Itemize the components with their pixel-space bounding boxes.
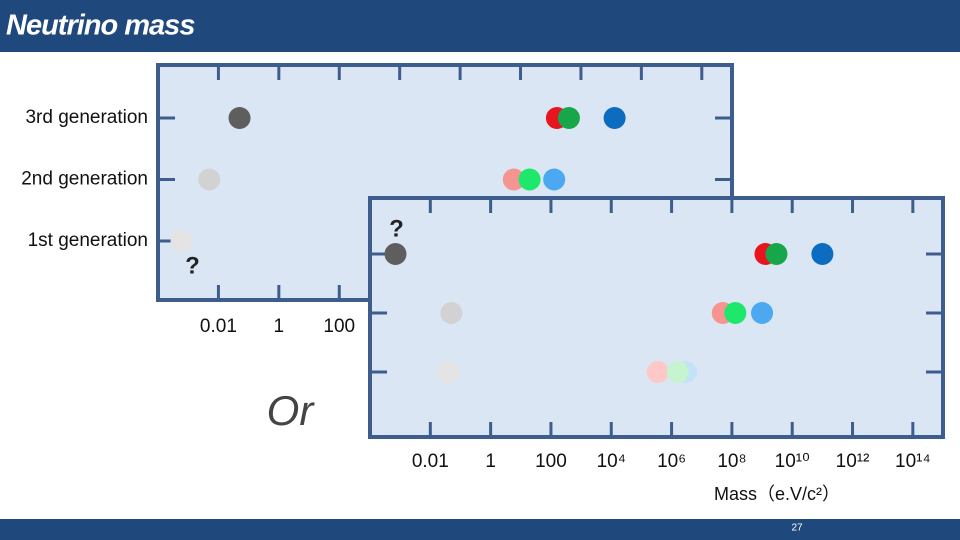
x-tick-label: 10¹⁴ bbox=[895, 451, 931, 472]
particle-dot bbox=[646, 361, 669, 383]
particle-dot bbox=[518, 168, 541, 191]
particle-dot bbox=[437, 361, 460, 383]
x-tick-label: 10⁸ bbox=[717, 451, 746, 472]
particle-dot bbox=[543, 168, 566, 191]
particle-dot bbox=[811, 243, 834, 265]
particle-dot bbox=[751, 302, 774, 324]
x-tick-label: 10¹² bbox=[836, 451, 870, 472]
question-mark: ? bbox=[185, 252, 200, 279]
particle-dot bbox=[765, 243, 788, 265]
particle-dot bbox=[666, 361, 689, 383]
slide-title: Neutrino mass bbox=[6, 10, 195, 42]
y-category-label: 2nd generation bbox=[21, 169, 148, 190]
x-tick-label: 0.01 bbox=[412, 451, 449, 472]
or-annotation: Or bbox=[267, 387, 316, 434]
x-tick-label: 0.01 bbox=[200, 316, 237, 337]
y-category-label: 1st generation bbox=[28, 230, 148, 251]
particle-dot bbox=[384, 243, 407, 265]
chart: 0.01 1 100 10⁴ 10⁶ 10⁸ 10¹⁰ 10¹² 10¹⁴? Mass（e.V/c… bbox=[368, 196, 945, 504]
particle-dot bbox=[557, 107, 580, 129]
question-mark: ? bbox=[389, 215, 404, 242]
x-tick-label: 100 bbox=[323, 316, 355, 337]
plot-area bbox=[368, 196, 945, 439]
x-tick-label: 10⁶ bbox=[657, 451, 686, 472]
x-axis-label: Mass（e.V/c²） bbox=[714, 484, 840, 504]
particle-dot bbox=[440, 302, 463, 324]
x-tick-label: 100 bbox=[535, 451, 567, 472]
particle-dot bbox=[228, 107, 251, 129]
footer-bar bbox=[0, 519, 960, 540]
x-tick-label: 1 bbox=[485, 451, 496, 472]
page-number: 27 bbox=[791, 523, 803, 534]
particle-dot bbox=[724, 302, 747, 324]
x-tick-label: 10⁴ bbox=[597, 451, 626, 472]
y-category-label: 3rd generation bbox=[25, 107, 148, 128]
particle-dot bbox=[603, 107, 626, 129]
particle-dot bbox=[502, 168, 525, 191]
charts: 0.01 1 100 10⁴ 10⁶ 10⁸ 10¹⁰ 10¹² 10¹⁴ 1st generat… bbox=[21, 63, 945, 504]
x-tick-label: 10¹⁰ bbox=[775, 451, 810, 472]
particle-dot bbox=[170, 230, 193, 252]
x-tick-label: 1 bbox=[274, 316, 285, 337]
header-bar bbox=[0, 0, 960, 52]
particle-dot bbox=[198, 168, 221, 191]
